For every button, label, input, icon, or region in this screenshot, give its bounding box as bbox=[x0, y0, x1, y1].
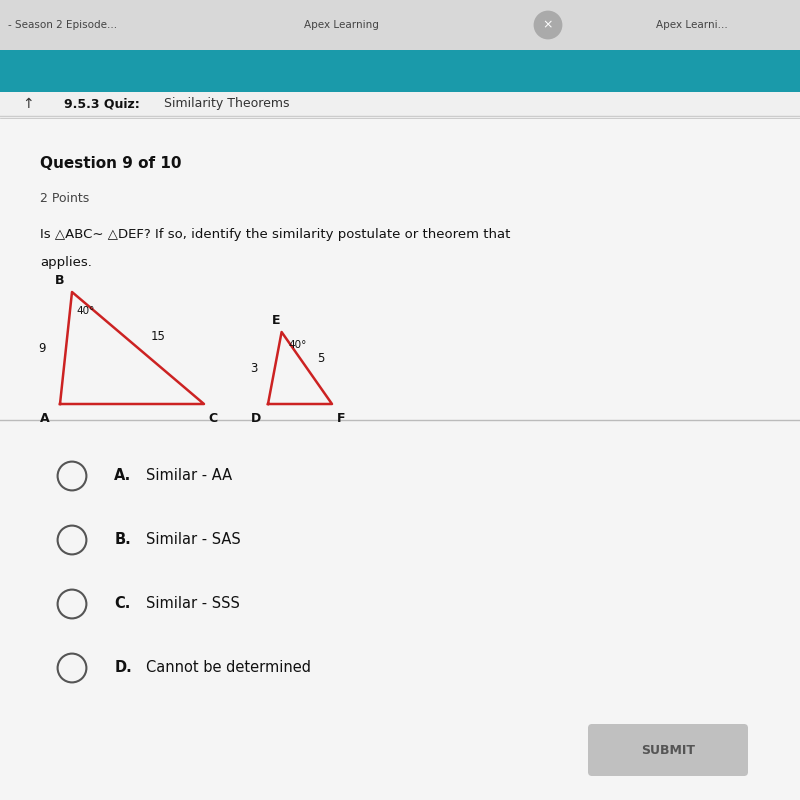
Text: D: D bbox=[250, 411, 261, 425]
Bar bbox=[0, 116, 800, 800]
Text: 5: 5 bbox=[318, 352, 325, 365]
Text: 40°: 40° bbox=[288, 340, 306, 350]
Text: Apex Learning: Apex Learning bbox=[304, 20, 379, 30]
Text: A.: A. bbox=[114, 469, 132, 483]
Text: F: F bbox=[337, 411, 346, 425]
Text: Similar - SSS: Similar - SSS bbox=[146, 597, 240, 611]
FancyBboxPatch shape bbox=[588, 724, 748, 776]
Text: 15: 15 bbox=[150, 330, 166, 342]
Text: C.: C. bbox=[114, 597, 130, 611]
Text: - Season 2 Episode...: - Season 2 Episode... bbox=[8, 20, 117, 30]
Circle shape bbox=[534, 10, 562, 39]
Text: ↑: ↑ bbox=[22, 97, 34, 111]
Text: Cannot be determined: Cannot be determined bbox=[146, 661, 311, 675]
Text: 3: 3 bbox=[250, 362, 258, 374]
Text: Question 9 of 10: Question 9 of 10 bbox=[40, 156, 182, 171]
Text: D.: D. bbox=[114, 661, 132, 675]
Text: Similar - AA: Similar - AA bbox=[146, 469, 233, 483]
Text: A: A bbox=[40, 411, 50, 425]
Text: Apex Learni...: Apex Learni... bbox=[656, 20, 728, 30]
Bar bbox=[0, 92, 800, 116]
Text: 9: 9 bbox=[38, 342, 46, 354]
Bar bbox=[0, 50, 800, 92]
Text: B.: B. bbox=[114, 533, 131, 547]
Text: 9.5.3 Quiz:: 9.5.3 Quiz: bbox=[64, 98, 140, 110]
Text: SUBMIT: SUBMIT bbox=[641, 743, 695, 757]
Text: ×: × bbox=[542, 18, 554, 31]
Text: applies.: applies. bbox=[40, 256, 92, 269]
Text: C: C bbox=[209, 411, 218, 425]
Text: Similarity Theorems: Similarity Theorems bbox=[156, 98, 290, 110]
Text: E: E bbox=[272, 314, 281, 327]
Text: Similar - SAS: Similar - SAS bbox=[146, 533, 241, 547]
Text: B: B bbox=[54, 274, 64, 287]
Text: 40°: 40° bbox=[77, 306, 95, 317]
Text: 2 Points: 2 Points bbox=[40, 192, 90, 205]
Text: Is △ABC∼ △DEF? If so, identify the similarity postulate or theorem that: Is △ABC∼ △DEF? If so, identify the simil… bbox=[40, 228, 510, 241]
Bar bbox=[0, 0, 800, 50]
